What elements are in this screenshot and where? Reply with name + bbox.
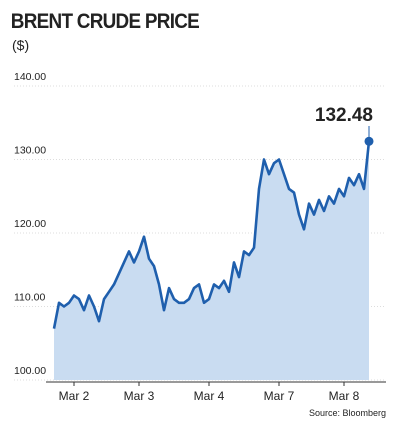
last-point [364, 136, 374, 146]
x-tick-label: Mar 2 [59, 389, 90, 403]
x-tick-label: Mar 7 [264, 389, 295, 403]
source: Source: Bloomberg [309, 408, 386, 418]
y-tick-label: 130.00 [14, 145, 46, 157]
y-tick-label: 100.00 [14, 365, 46, 377]
chart-title: BRENT CRUDE PRICE [11, 10, 200, 33]
line [52, 141, 371, 329]
y-tick-label: 140.00 [14, 71, 46, 83]
x-tick-label: Mar 4 [194, 389, 225, 403]
y-tick-label: 110.00 [14, 292, 45, 304]
area [54, 141, 369, 380]
last-value-label: 132.48 [315, 105, 373, 126]
x-tick-label: Mar 3 [124, 389, 155, 403]
y-tick-label: 120.00 [14, 218, 46, 230]
chart-subtitle: ($) [12, 37, 29, 53]
x-tick-label: Mar 8 [329, 389, 360, 403]
